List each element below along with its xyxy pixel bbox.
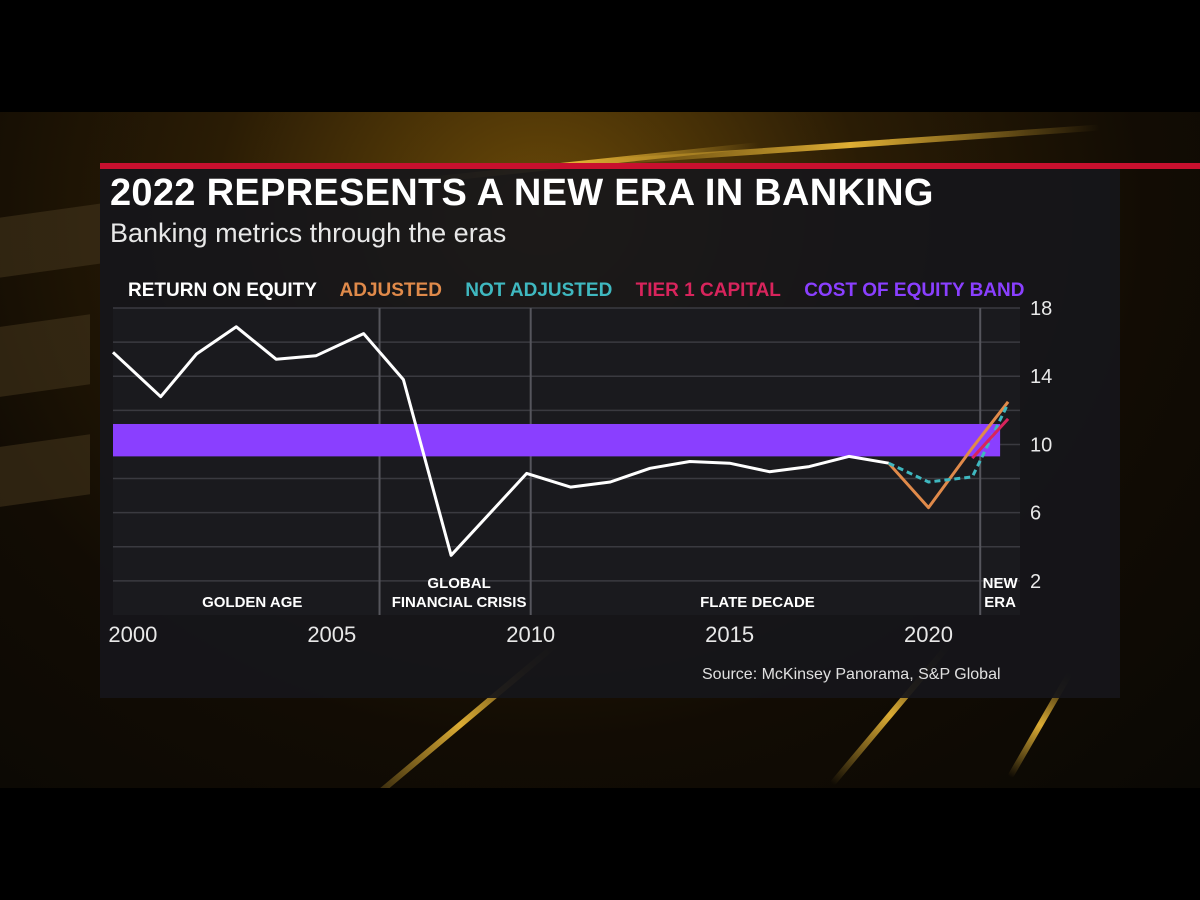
subheadline: Banking metrics through the eras [110,218,507,248]
series-line-adjusted [887,400,1010,510]
series-line-not-adjusted [888,402,1010,484]
era-label: GOLDEN AGE [202,594,302,611]
x-tick-label: 2020 [904,622,953,647]
legend-adjusted: ADJUSTED [339,280,442,301]
y-tick-label: 18 [1030,298,1052,320]
x-tick-label: 2010 [506,622,555,647]
era-label: FLATE DECADE [700,594,815,611]
era-label: GLOBAL [427,575,490,592]
legend-tier1-capital: TIER 1 CAPITAL [635,280,781,301]
y-tick-label: 10 [1030,434,1052,456]
era-label: ERA [984,594,1016,611]
headline: 2022 REPRESENTS A NEW ERA IN BANKING [110,172,934,214]
legend-cost-of-equity-band: COST OF EQUITY BAND [804,280,1025,301]
era-label: FINANCIAL CRISIS [392,594,527,611]
y-tick-label: 2 [1030,571,1041,593]
series-line-tier-1-capital [971,417,1010,460]
letterbox-top [0,0,1200,112]
source-note: Source: McKinsey Panorama, S&P Global [702,666,1001,683]
x-tick-label: 2005 [307,622,356,647]
y-tick-label: 14 [1030,366,1052,388]
legend: RETURN ON EQUITY ADJUSTED NOT ADJUSTED T… [128,280,1042,302]
x-tick-label: 2015 [705,622,754,647]
era-label: NEW [983,575,1019,592]
x-tick-label: 2000 [108,622,157,647]
cost-of-equity-band [113,423,1001,457]
legend-return-on-equity: RETURN ON EQUITY [128,280,317,301]
letterbox-bottom [0,788,1200,900]
plot-area [113,308,1020,615]
legend-not-adjusted: NOT ADJUSTED [465,280,613,301]
y-tick-label: 6 [1030,503,1041,525]
accent-red-line [100,163,1200,169]
